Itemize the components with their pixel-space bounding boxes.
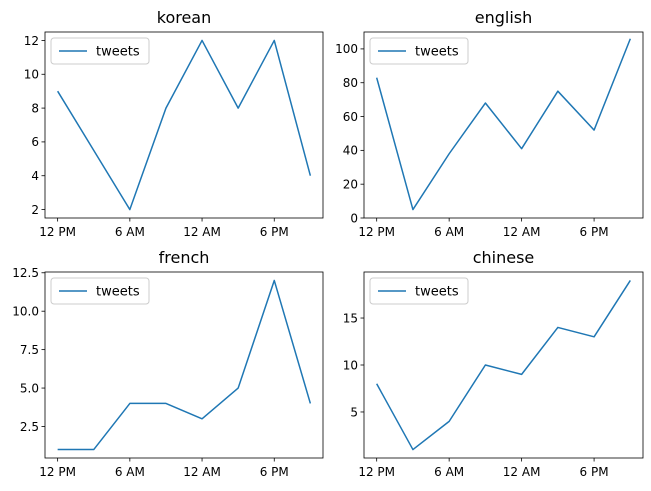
subplot-chinese: chinese 12 PM 6 AM 12 AM 6 PM 5 10 15 tweets [343, 248, 644, 479]
y-tick-label: 60 [343, 110, 358, 124]
x-tick-label: 6 AM [434, 225, 464, 239]
x-tick-label: 6 AM [115, 225, 145, 239]
x-tick-label: 6 PM [580, 225, 609, 239]
legend-frame [369, 277, 469, 305]
y-tick-label: 7.5 [20, 343, 39, 357]
y-tick-label: 12 [24, 34, 39, 48]
x-tick-label: 6 AM [434, 465, 464, 479]
plot-area-frame [44, 31, 324, 219]
legend-label: tweets [415, 285, 459, 300]
legend: tweets [369, 37, 469, 65]
y-tick-label: 10.0 [12, 304, 39, 318]
x-tick-label: 6 PM [580, 465, 609, 479]
y-tick-label: 8 [31, 101, 39, 115]
x-tick-label: 12 AM [183, 465, 221, 479]
y-tick-label: 4 [31, 169, 39, 183]
x-tick-label: 6 AM [115, 465, 145, 479]
x-tick-label: 12 AM [183, 225, 221, 239]
legend-label: tweets [96, 45, 140, 60]
y-tick-label: 2 [31, 203, 39, 217]
y-tick-label: 80 [343, 76, 358, 90]
y-tick-label: 10 [24, 68, 39, 82]
y-tick-label: 2.5 [20, 420, 39, 434]
y-tick-label: 5 [350, 405, 358, 419]
plot-area-frame [363, 31, 644, 219]
legend-frame [50, 277, 150, 305]
plot-area-frame [44, 271, 324, 459]
x-tick-label: 6 PM [260, 465, 289, 479]
x-tick-label: 12 AM [503, 465, 541, 479]
legend: tweets [50, 37, 150, 65]
y-tick-label: 12.5 [12, 266, 39, 280]
y-tick-label: 15 [343, 311, 358, 325]
x-tick-label: 12 PM [39, 225, 76, 239]
subplot-korean: korean 12 PM 6 AM 12 AM 6 PM 2 4 6 8 10 12 tweets [24, 8, 324, 239]
y-tick-label: 0 [350, 211, 358, 225]
subplot-english: english 12 PM 6 AM 12 AM 6 PM 0 20 40 60 80 100 twe… [335, 8, 644, 239]
series-line-tweets [376, 280, 631, 451]
legend: tweets [50, 277, 150, 305]
legend-label: tweets [415, 45, 459, 60]
series-line-tweets [375, 38, 632, 211]
y-tick-label: 10 [343, 358, 358, 372]
x-tick-label: 12 AM [503, 225, 541, 239]
y-tick-label: 6 [31, 135, 39, 149]
subplot-title: french [159, 248, 210, 267]
subplot-title: chinese [473, 248, 535, 267]
series-line-tweets [56, 39, 312, 211]
x-tick-label: 12 PM [358, 225, 395, 239]
legend-label: tweets [96, 285, 140, 300]
legend: tweets [369, 277, 469, 305]
series-line-tweets [57, 279, 312, 451]
y-tick-label: 20 [343, 177, 358, 191]
x-tick-label: 6 PM [260, 225, 289, 239]
legend-frame [50, 37, 150, 65]
subplot-title: english [475, 8, 533, 27]
subplot-title: korean [157, 8, 212, 27]
y-tick-label: 5.0 [20, 381, 39, 395]
subplot-french: french 12 PM 6 AM 12 AM 6 PM 2.5 5.0 7.5 10.0 12.… [12, 248, 324, 479]
x-tick-label: 12 PM [39, 465, 76, 479]
x-tick-label: 12 PM [358, 465, 395, 479]
y-tick-label: 40 [343, 144, 358, 158]
y-tick-label: 100 [335, 42, 358, 56]
legend-frame [369, 37, 469, 65]
